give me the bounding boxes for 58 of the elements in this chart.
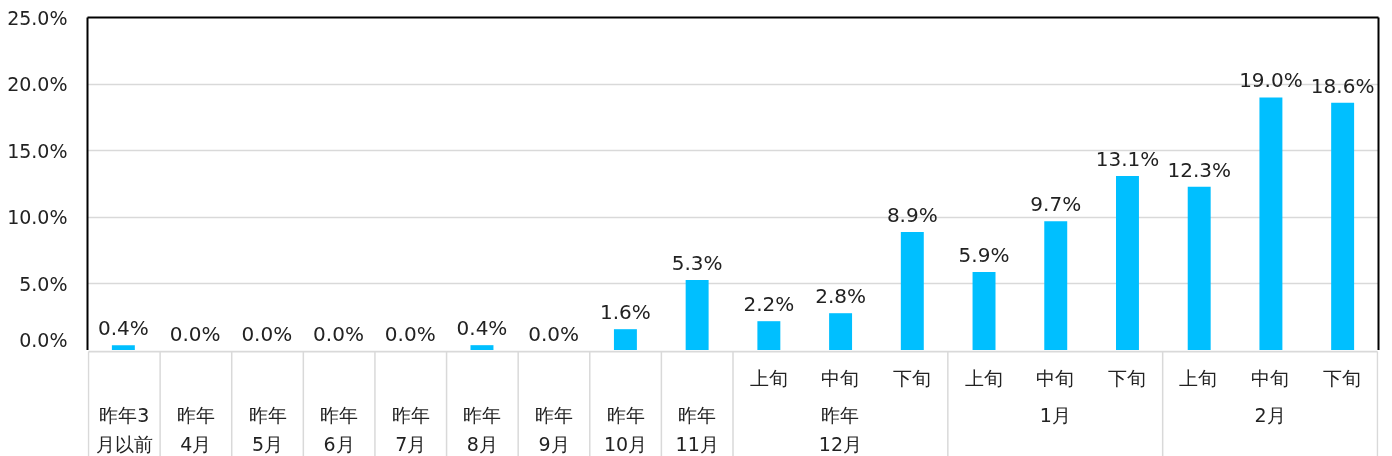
data-label: 2.8% [815,284,866,309]
y-tick-label: 20.0% [7,73,68,96]
category-label: 上旬 [964,367,1003,390]
data-label: 0.0% [528,321,580,346]
x-tick-label: 昨年 10月 [603,404,648,455]
y-tick-label: 10.0% [7,206,68,229]
bar [1187,186,1211,350]
x-tick-label: 昨年 11月 [675,404,719,455]
bar [1044,221,1068,350]
x-tick-label: 昨年 9月 [534,404,573,455]
x-tick-label: 昨年 4月 [176,404,215,455]
bar [829,313,853,350]
data-label: 0.0% [169,321,221,346]
category-label: 1月 [1039,404,1071,426]
data-label: 0.4% [97,316,149,341]
category-label: 下旬 [1322,367,1361,390]
data-label: 2.2% [743,292,795,317]
category-label: 上旬 [1179,367,1218,390]
data-label: 19.0% [1239,68,1303,93]
data-label: 0.0% [313,321,364,346]
data-label: 13.1% [1095,147,1160,172]
bar [111,345,135,350]
category-label: 2月 [1254,404,1286,426]
bar [972,271,996,350]
data-label: 0.0% [241,321,293,346]
data-label: 5.3% [671,250,723,275]
x-tick-label: 昨年 8月 [463,404,502,455]
data-label: 0.0% [384,321,436,346]
bar [613,329,637,350]
y-tick-label: 0.0% [19,328,68,351]
y-tick-label: 15.0% [7,139,68,162]
category-label: 中旬 [1251,367,1290,390]
category-label: 下旬 [893,367,932,390]
data-label: 0.4% [456,316,508,341]
data-label: 9.7% [1030,192,1082,217]
category-label: 下旬 [1107,367,1146,390]
category-label: 昨年 12月 [818,404,863,455]
data-label: 8.9% [886,202,938,227]
data-label: 12.3% [1167,157,1231,182]
y-tick-label: 5.0% [19,272,68,295]
category-label: 上旬 [749,367,788,390]
bar [470,345,494,350]
category-label: 中旬 [1036,367,1075,390]
bar [1259,97,1283,350]
bar [1116,176,1139,350]
bar [757,321,781,350]
data-label: 5.9% [958,242,1010,267]
x-tick-label: 昨年 6月 [320,404,359,455]
x-tick-label: 昨年 7月 [391,404,430,455]
bar [685,279,709,350]
x-tick-label: 昨年3 月以前 [95,404,153,455]
data-label: 18.6% [1310,73,1375,98]
data-label: 1.6% [600,300,651,325]
category-label: 中旬 [821,367,860,390]
bar [1331,102,1355,350]
x-tick-label: 昨年 5月 [248,404,287,455]
bar [900,231,924,350]
y-tick-label: 25.0% [7,6,68,29]
